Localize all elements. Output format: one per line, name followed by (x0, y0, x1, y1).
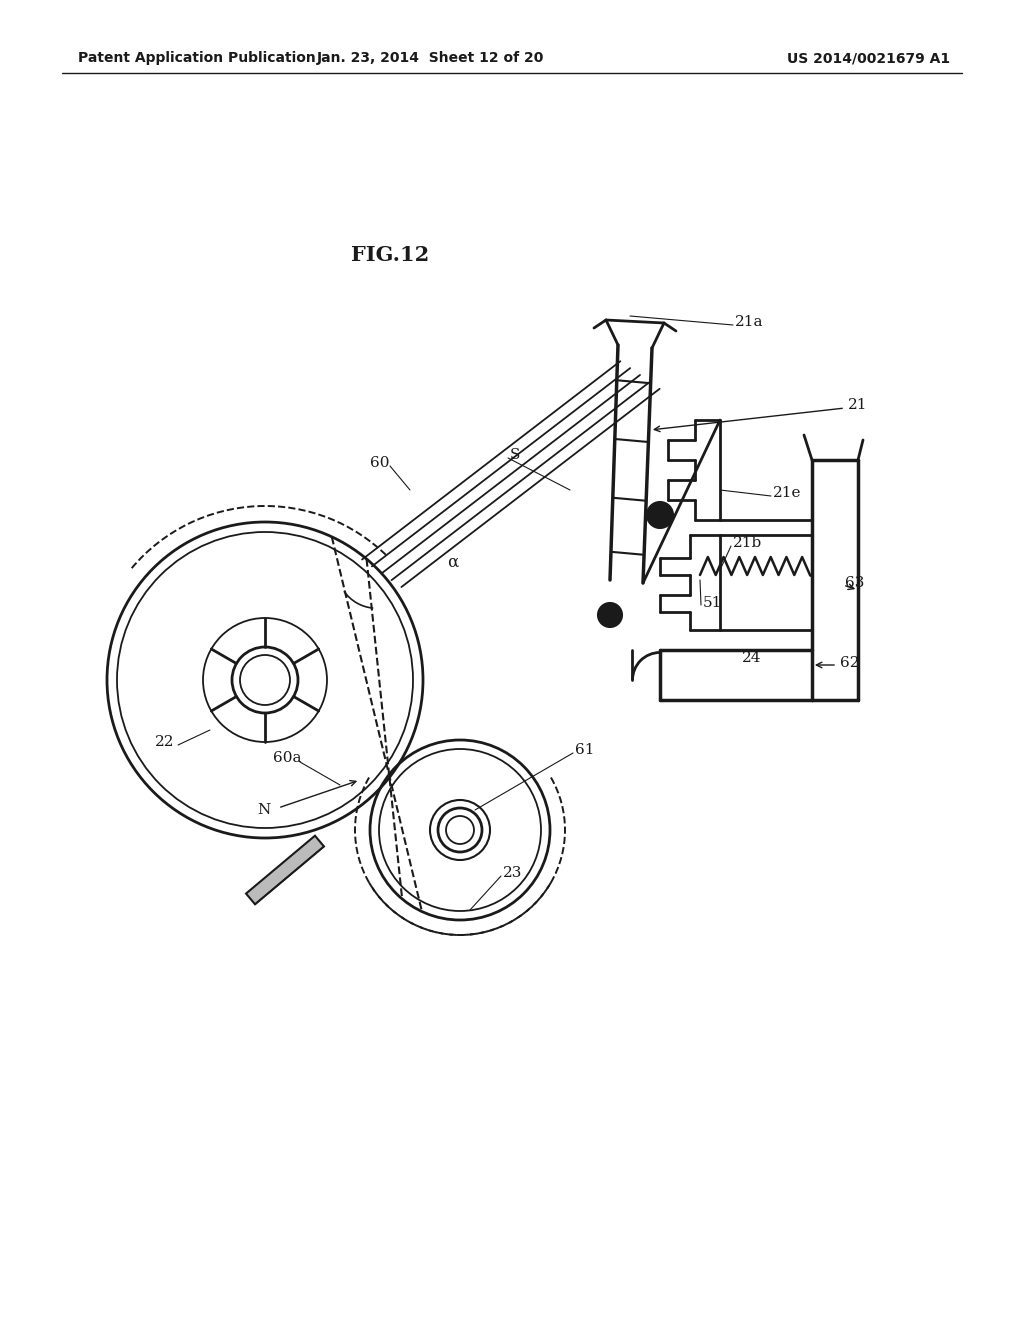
Text: Jan. 23, 2014  Sheet 12 of 20: Jan. 23, 2014 Sheet 12 of 20 (316, 51, 544, 65)
Text: 23: 23 (503, 866, 522, 880)
Text: 62: 62 (840, 656, 859, 671)
Text: 61: 61 (575, 743, 595, 756)
Text: 60: 60 (370, 455, 389, 470)
Text: 21b: 21b (733, 536, 762, 550)
Circle shape (647, 502, 673, 528)
Text: US 2014/0021679 A1: US 2014/0021679 A1 (786, 51, 950, 65)
Text: FIG.12: FIG.12 (351, 246, 429, 265)
Text: 22: 22 (155, 735, 174, 748)
Text: 63: 63 (845, 576, 864, 590)
Text: 24: 24 (742, 651, 762, 665)
Text: Patent Application Publication: Patent Application Publication (78, 51, 315, 65)
Text: 60a: 60a (273, 751, 301, 766)
Text: 21a: 21a (735, 315, 764, 329)
Text: α: α (447, 553, 459, 570)
Circle shape (598, 603, 622, 627)
Text: 51: 51 (703, 597, 722, 610)
Polygon shape (246, 836, 324, 904)
Text: 21e: 21e (773, 486, 802, 500)
Text: S: S (510, 447, 520, 462)
Text: N: N (257, 803, 270, 817)
Text: 21: 21 (848, 399, 867, 412)
